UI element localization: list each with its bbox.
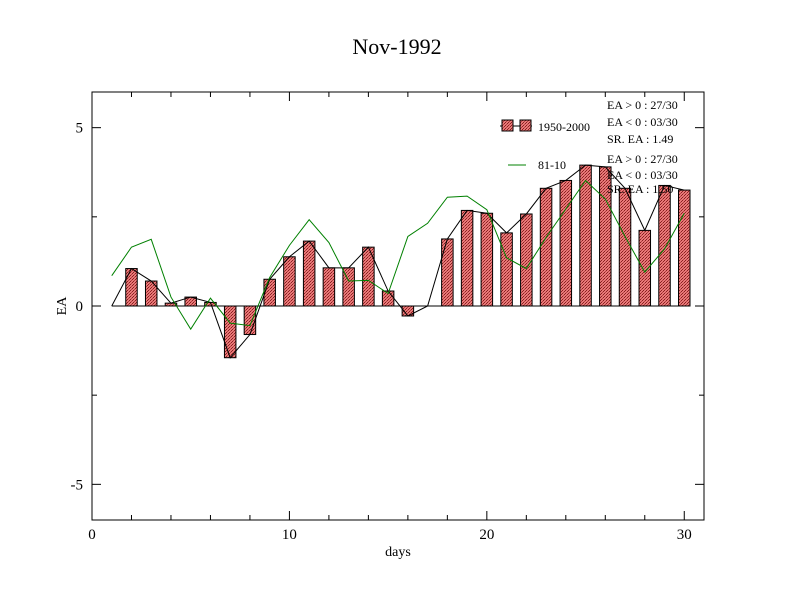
legend-line-stat-negative: EA < 0 : 03/30 — [607, 168, 678, 182]
bar-day-23 — [539, 187, 553, 307]
legend-bar-stat-positive: EA > 0 : 27/30 — [607, 98, 678, 112]
x-tick-label: 10 — [282, 527, 297, 543]
bar-day-11 — [302, 240, 316, 307]
bar-day-7 — [223, 305, 237, 359]
bar-day-9 — [263, 278, 276, 307]
legend-bar-swatch-right — [519, 119, 532, 132]
bar-day-12 — [322, 267, 336, 307]
y-tick-label: 5 — [76, 121, 84, 137]
bar-day-22 — [520, 213, 533, 307]
y-axis-label: EA — [55, 296, 70, 316]
bar-day-18 — [441, 238, 454, 307]
x-tick-label: 0 — [88, 527, 96, 543]
bar-day-30 — [678, 189, 691, 307]
legend-line-stat-positive: EA > 0 : 27/30 — [607, 152, 678, 166]
y-tick-label: -5 — [71, 477, 84, 493]
series-81-10-line — [111, 179, 685, 331]
x-tick-label: 30 — [677, 527, 692, 543]
chart-title: Nov-1992 — [352, 34, 441, 59]
legend-bar-stat-sr: SR. EA : 1.49 — [607, 132, 673, 146]
legend: 1950-2000 EA > 0 : 27/30 EA < 0 : 03/30 … — [500, 98, 678, 196]
bar-day-28 — [638, 229, 652, 307]
bar-day-2 — [125, 268, 138, 307]
data-marks — [111, 164, 691, 359]
bar-day-19 — [460, 209, 474, 307]
series-1950-2000-line — [111, 164, 685, 359]
bar-day-3 — [144, 280, 158, 307]
legend-bar-stat-negative: EA < 0 : 03/30 — [607, 115, 678, 129]
x-axis-label: days — [385, 545, 411, 560]
bar-day-27 — [618, 187, 632, 307]
legend-line-series-name: 81-10 — [538, 158, 566, 172]
y-tick-label: 0 — [76, 299, 84, 315]
legend-bar-swatch-left — [501, 119, 514, 132]
bar-day-29 — [658, 184, 671, 307]
bar-day-8 — [243, 305, 257, 336]
legend-line-stat-sr: SR. EA : 1.50 — [607, 182, 673, 196]
bar-day-10 — [283, 256, 296, 307]
legend-bar-series-name: 1950-2000 — [538, 120, 590, 134]
bar-day-20 — [480, 212, 494, 307]
bar-day-21 — [500, 232, 513, 307]
x-tick-label: 20 — [479, 527, 494, 543]
bar-day-24 — [559, 179, 573, 307]
axes: 0 10 20 30 -5 0 5 — [71, 92, 704, 543]
